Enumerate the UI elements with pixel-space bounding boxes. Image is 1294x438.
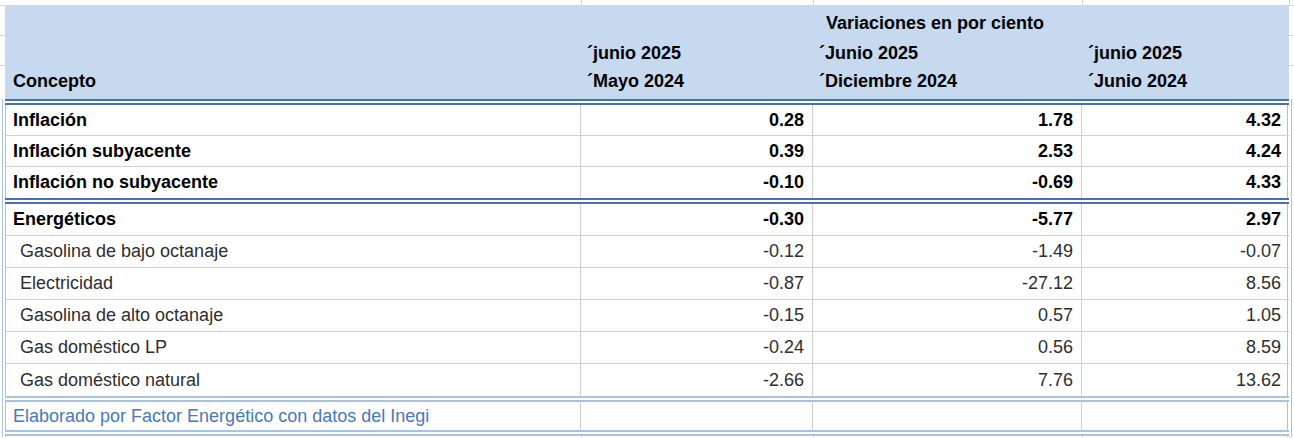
period-col1-bottom: ´Mayo 2024 — [581, 64, 813, 99]
value-cell[interactable]: -0.07 — [1082, 236, 1289, 267]
period-col2-bottom: ´Diciembre 2024 — [813, 64, 1082, 99]
value-cell[interactable]: 2.97 — [1082, 204, 1289, 235]
grid-tick — [1289, 0, 1290, 6]
table-header: Variaciones en por ciento ´junio 2025 ´J… — [5, 6, 1289, 99]
value-cell[interactable]: 0.39 — [581, 136, 813, 166]
concept-cell[interactable]: Gas doméstico natural — [5, 364, 581, 396]
value-cell[interactable]: 7.76 — [813, 364, 1082, 396]
period-col2-top: ´Junio 2025 — [813, 34, 1082, 64]
value-cell[interactable]: 13.62 — [1082, 364, 1289, 396]
concept-cell[interactable]: Gasolina de alto octanaje — [5, 300, 581, 331]
value-cell[interactable]: -2.66 — [581, 364, 813, 396]
value-cell[interactable]: -0.12 — [581, 236, 813, 267]
table-right-outer-border — [1291, 99, 1292, 437]
value-cell[interactable]: 2.53 — [813, 136, 1082, 166]
source-text: Elaborado por Factor Energético con dato… — [5, 402, 581, 430]
inflation-table: Variaciones en por ciento ´junio 2025 ´J… — [5, 6, 1289, 436]
energy-section: Energéticos -0.30 -5.77 2.97 Gasolina de… — [5, 204, 1289, 396]
table-row: Inflación no subyacente -0.10 -0.69 4.33 — [5, 167, 1289, 198]
value-cell[interactable]: 8.59 — [1082, 332, 1289, 363]
table-row: Electricidad -0.87 -27.12 8.56 — [5, 268, 1289, 300]
value-cell[interactable]: 4.24 — [1082, 136, 1289, 166]
value-cell[interactable]: 0.56 — [813, 332, 1082, 363]
concept-cell[interactable]: Electricidad — [5, 268, 581, 299]
concept-cell[interactable]: Inflación no subyacente — [5, 167, 581, 198]
period-col1-top: ´junio 2025 — [581, 34, 813, 64]
header-empty-cell — [5, 34, 581, 64]
empty-cell[interactable] — [1082, 402, 1289, 430]
value-cell[interactable]: -0.15 — [581, 300, 813, 331]
inflation-section: Inflación 0.28 1.78 4.32 Inflación subya… — [5, 105, 1289, 198]
concept-cell[interactable]: Gas doméstico LP — [5, 332, 581, 363]
concept-cell[interactable]: Inflación — [5, 105, 581, 135]
header-empty-cell — [5, 6, 581, 34]
double-rule — [5, 430, 1289, 436]
value-cell[interactable]: 1.78 — [813, 105, 1082, 135]
table-row: Energéticos -0.30 -5.77 2.97 — [5, 204, 1289, 236]
table-row: Inflación 0.28 1.78 4.32 — [5, 105, 1289, 136]
concept-cell[interactable]: Inflación subyacente — [5, 136, 581, 166]
source-row: Elaborado por Factor Energético con dato… — [5, 402, 1289, 430]
value-cell[interactable]: -1.49 — [813, 236, 1082, 267]
table-row: Inflación subyacente 0.39 2.53 4.24 — [5, 136, 1289, 167]
table-row: Gasolina de bajo octanaje -0.12 -1.49 -0… — [5, 236, 1289, 268]
value-cell[interactable]: -0.10 — [581, 167, 813, 198]
value-cell[interactable]: -0.24 — [581, 332, 813, 363]
grid-stub — [1289, 65, 1294, 66]
concept-cell[interactable]: Gasolina de bajo octanaje — [5, 236, 581, 267]
value-cell[interactable]: -0.87 — [581, 268, 813, 299]
value-cell[interactable]: 0.57 — [813, 300, 1082, 331]
empty-cell[interactable] — [581, 402, 813, 430]
table-row: Gasolina de alto octanaje -0.15 0.57 1.0… — [5, 300, 1289, 332]
table-row: Gas doméstico LP -0.24 0.56 8.59 — [5, 332, 1289, 364]
value-cell[interactable]: -27.12 — [813, 268, 1082, 299]
table-left-outer-border — [2, 99, 3, 437]
period-col3-bottom: ´Junio 2024 — [1082, 64, 1289, 99]
value-cell[interactable]: 4.33 — [1082, 167, 1289, 198]
value-cell[interactable]: 4.32 — [1082, 105, 1289, 135]
value-cell[interactable]: -5.77 — [813, 204, 1082, 235]
concept-cell[interactable]: Energéticos — [5, 204, 581, 235]
spreadsheet: Variaciones en por ciento ´junio 2025 ´J… — [0, 0, 1294, 438]
value-cell[interactable]: 0.28 — [581, 105, 813, 135]
value-cell[interactable]: -0.30 — [581, 204, 813, 235]
value-cell[interactable]: 1.05 — [1082, 300, 1289, 331]
period-col3-top: ´junio 2025 — [1082, 34, 1289, 64]
value-cell[interactable]: -0.69 — [813, 167, 1082, 198]
empty-cell[interactable] — [813, 402, 1082, 430]
concept-header: Concepto — [5, 64, 581, 99]
value-cell[interactable]: 8.56 — [1082, 268, 1289, 299]
variations-title: Variaciones en por ciento — [581, 6, 1289, 34]
table-row: Gas doméstico natural -2.66 7.76 13.62 — [5, 364, 1289, 396]
grid-stub — [1289, 35, 1294, 36]
